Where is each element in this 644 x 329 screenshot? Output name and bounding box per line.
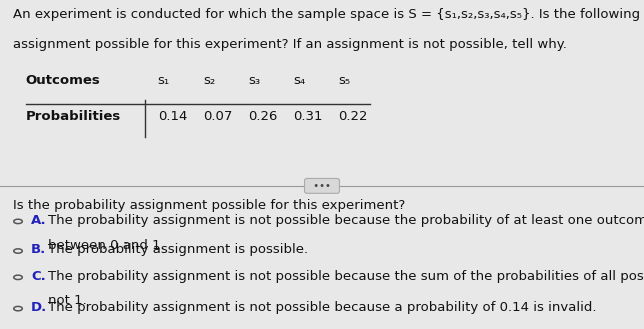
Text: 0.22: 0.22 bbox=[338, 110, 368, 123]
Text: The probability assignment is not possible because the sum of the probabilities : The probability assignment is not possib… bbox=[48, 270, 644, 283]
Text: Is the probability assignment possible for this experiment?: Is the probability assignment possible f… bbox=[13, 199, 405, 212]
Text: 0.31: 0.31 bbox=[293, 110, 323, 123]
Text: •••: ••• bbox=[307, 181, 337, 191]
Text: s₂: s₂ bbox=[203, 74, 215, 87]
Text: A.: A. bbox=[31, 214, 46, 227]
Text: s₃: s₃ bbox=[248, 74, 260, 87]
Text: between 0 and 1.: between 0 and 1. bbox=[48, 239, 165, 252]
Text: The probability assignment is possible.: The probability assignment is possible. bbox=[48, 243, 308, 257]
Text: s₁: s₁ bbox=[158, 74, 170, 87]
Text: Outcomes: Outcomes bbox=[26, 74, 100, 87]
Text: 0.07: 0.07 bbox=[203, 110, 232, 123]
Text: D.: D. bbox=[31, 301, 47, 314]
Text: The probability assignment is not possible because the probability of at least o: The probability assignment is not possib… bbox=[48, 214, 644, 227]
Text: s₅: s₅ bbox=[338, 74, 350, 87]
Text: An experiment is conducted for which the sample space is S = {s₁,s₂,s₃,s₄,s₅}. I: An experiment is conducted for which the… bbox=[13, 8, 644, 21]
Text: assignment possible for this experiment? If an assignment is not possible, tell : assignment possible for this experiment?… bbox=[13, 38, 567, 51]
Text: The probability assignment is not possible because a probability of 0.14 is inva: The probability assignment is not possib… bbox=[48, 301, 597, 314]
Text: s₄: s₄ bbox=[293, 74, 305, 87]
Text: 0.14: 0.14 bbox=[158, 110, 187, 123]
Text: B.: B. bbox=[31, 243, 46, 257]
Text: 0.26: 0.26 bbox=[248, 110, 278, 123]
Text: Probabilities: Probabilities bbox=[26, 110, 121, 123]
Text: C.: C. bbox=[31, 270, 46, 283]
Text: not 1.: not 1. bbox=[48, 294, 87, 308]
